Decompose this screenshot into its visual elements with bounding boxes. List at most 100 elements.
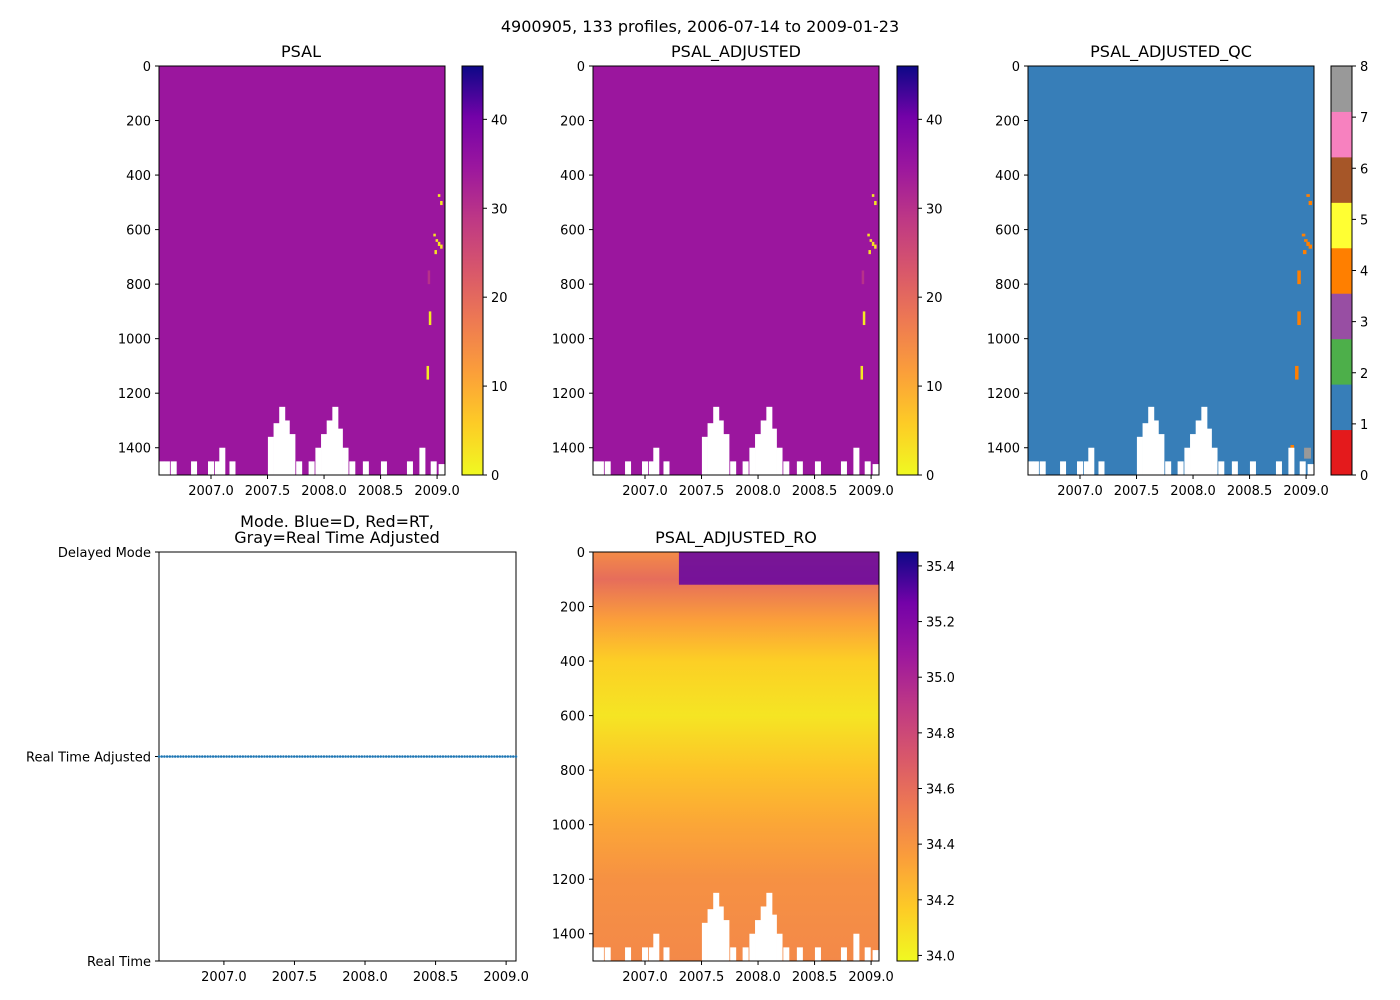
colorbar-tick-label: 7 [1360,111,1368,126]
data-gap [749,933,756,961]
colorbar-swatch [1331,384,1352,431]
colorbar-tick-label: 30 [491,202,508,217]
x-tick-label: 2007.0 [1057,484,1103,499]
data-gap [283,420,290,475]
profile-point [376,755,380,758]
profile-point [284,755,288,758]
profile-point [476,755,480,758]
colorbar-tick-label: 34.4 [926,838,955,853]
data-gap [1142,423,1149,475]
y-tick-label: 0 [143,60,151,75]
profile-point [441,755,445,758]
data-gap [742,461,749,475]
data-gap [1136,436,1143,475]
x-tick-label: 2007.5 [1114,484,1160,499]
qc-flag-mark [1297,311,1301,326]
y-tick-label: 1200 [987,387,1020,402]
outlier-mark [861,270,865,285]
x-tick-label: 2007.5 [679,484,725,499]
profile-point [330,755,334,758]
y-tick-label: 1400 [552,442,585,457]
profile-point [482,755,485,758]
profile-point [265,755,269,758]
data-gap [864,461,871,475]
outlier-mark [440,200,443,206]
data-gap [742,947,749,961]
profile-point [484,755,488,758]
data-gap [840,947,847,961]
profile-point [160,755,164,758]
colorbar-frame [896,65,919,476]
x-tick-label: 2007.0 [188,484,234,499]
profile-point [290,755,293,758]
plot-area [159,66,445,475]
qc-flag-mark [1306,241,1310,246]
outlier-mark [871,194,875,197]
data-gap [1060,461,1067,475]
profile-point [184,755,188,758]
data-gap [229,461,236,475]
profile-point [255,755,258,758]
panel-title: PSAL_ADJUSTED [671,42,801,62]
salinity-field [593,552,879,961]
profile-point [509,755,512,758]
data-gap [1190,434,1197,475]
data-gap [1201,406,1208,475]
data-gap [766,406,773,475]
x-tick-label: 2009.0 [848,970,894,985]
data-gap [208,461,214,475]
y-tick-label: 1000 [552,819,585,834]
qc-flag-mark [1304,447,1308,459]
outlier-mark [433,233,436,237]
data-gap [1165,461,1172,475]
data-gap [289,434,296,475]
profile-point [452,755,456,758]
colorbar-tick-label: 20 [926,291,943,306]
profile-point [271,755,274,758]
data-gap [796,947,803,961]
y-tick-label: 800 [560,278,585,293]
data-gap [663,461,670,475]
colorbar-tick-label: 34.8 [926,727,955,742]
data-gap [1098,461,1105,475]
colorbar-tick-label: 35.0 [926,671,955,686]
x-tick-label: 2007.5 [245,484,291,499]
data-gap [163,461,170,475]
y-tick-label: 800 [560,764,585,779]
salinity-field [159,66,445,475]
profile-point [225,755,228,758]
qc-flag-mark [1295,365,1299,380]
y-tick-label: 200 [995,115,1020,130]
profile-point [420,755,423,758]
y-tick-label: 800 [126,278,151,293]
data-gap [707,909,714,961]
outlier-mark [874,200,877,206]
profile-point [317,755,320,758]
profile-point [390,755,393,758]
profile-point [360,755,364,758]
profile-point [511,755,515,758]
data-gap [853,933,860,961]
colorbar-tick-label: 40 [926,113,943,128]
profile-point [211,755,215,758]
outlier-mark [435,239,439,242]
profile-point [430,755,434,758]
plot-area [1028,66,1314,475]
colorbar-tick-label: 10 [926,380,943,395]
profile-point [392,755,396,758]
profile-point [163,755,166,758]
data-gap [1148,406,1155,475]
data-gap [1028,461,1034,475]
y-tick-label: 600 [560,224,585,239]
y-tick-label: 1400 [987,442,1020,457]
profile-point [179,755,182,758]
qc-flag-mark [1307,447,1311,459]
data-gap [419,447,426,475]
profile-point [387,755,391,758]
axes-frame [592,65,880,476]
colorbar-tick-label: 1 [1360,418,1368,433]
data-gap [1032,461,1039,475]
y-tick-label: 400 [995,169,1020,184]
profile-point [168,755,172,758]
profile-point [263,755,266,758]
